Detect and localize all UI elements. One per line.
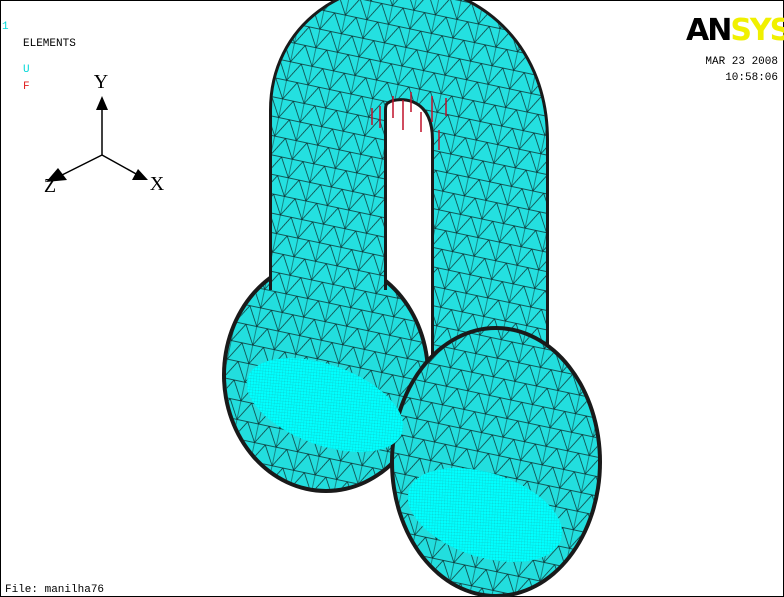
axis-z: Z (44, 175, 56, 197)
axis-x: X (150, 173, 165, 195)
logo: ANSYS (686, 13, 784, 48)
axis-y: Y (94, 71, 108, 93)
legend-f: F (23, 81, 30, 93)
display-mode: ELEMENTS (23, 38, 76, 50)
date: MAR 23 2008 (705, 56, 778, 68)
window-number: 1 (2, 21, 9, 33)
logo-dark: AN (686, 13, 730, 48)
logo-light: SYS (730, 13, 784, 48)
file-name: File: manilha76 (5, 584, 104, 596)
time: 10:58:06 (725, 72, 778, 84)
ansys-viewport: Y Z X 1 ELEMENTS U F ANSYS MAR 23 2008 1… (0, 0, 784, 597)
legend-u: U (23, 64, 30, 76)
